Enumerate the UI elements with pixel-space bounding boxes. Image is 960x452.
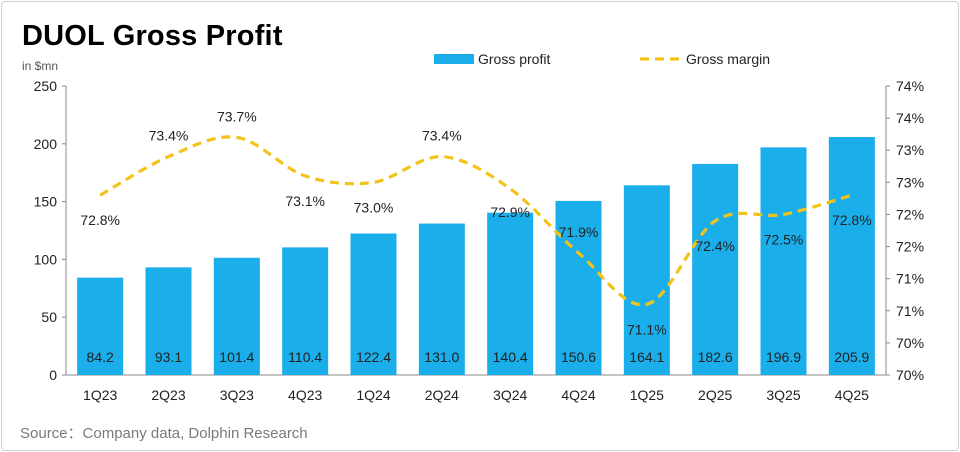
- bar-labels: 84.2 93.1 101.4 110.4 122.4 131.0 140.4 150.6 16…: [87, 349, 870, 365]
- bar-value-label: 140.4: [493, 349, 528, 365]
- x-tick-label: 2Q24: [425, 387, 459, 403]
- legend-label-gross-profit: Gross profit: [478, 51, 550, 67]
- bar-3Q23: [213, 257, 260, 375]
- bar-4Q25: [828, 136, 875, 375]
- right-tick-label: 71%: [896, 303, 924, 319]
- x-tick-label: 2Q23: [151, 387, 185, 403]
- x-tick-label: 1Q25: [630, 387, 664, 403]
- unit-label: in $mn: [22, 59, 59, 73]
- margin-line: [99, 135, 853, 307]
- bar-value-label: 150.6: [561, 349, 596, 365]
- x-axis-labels: 1Q23 2Q23 3Q23 4Q23 1Q24 2Q24 3Q24 4Q24 1Q25 2Q25…: [83, 387, 869, 403]
- bar-value-label: 84.2: [87, 349, 114, 365]
- margin-value-label: 73.0%: [354, 199, 394, 215]
- left-tick-label: 100: [34, 251, 58, 267]
- x-tick-label: 3Q25: [766, 387, 800, 403]
- right-tick-label: 73%: [896, 174, 924, 190]
- bar-4Q23: [282, 247, 329, 375]
- x-tick-label: 4Q23: [288, 387, 322, 403]
- margin-value-label: 72.8%: [832, 212, 872, 228]
- left-tick-label: 0: [49, 367, 57, 383]
- margin-value-label: 72.5%: [764, 231, 804, 247]
- left-tick-label: 200: [34, 136, 58, 152]
- margin-value-label: 73.7%: [217, 108, 257, 124]
- bar-value-label: 93.1: [155, 349, 182, 365]
- margin-value-label: 73.1%: [285, 193, 325, 209]
- legend-label-gross-margin: Gross margin: [686, 51, 770, 67]
- margin-value-label: 71.1%: [627, 321, 667, 337]
- bars: [77, 136, 875, 375]
- bar-2Q23: [145, 267, 192, 375]
- bar-4Q24: [555, 200, 602, 375]
- margin-value-label: 73.4%: [149, 128, 189, 144]
- axes: 0 50 100 150 200 250 70% 70% 71% 71% 72% 72% 73% 73% 7…: [34, 78, 924, 383]
- right-tick-label: 74%: [896, 110, 924, 126]
- x-tick-label: 4Q24: [561, 387, 595, 403]
- bar-value-label: 101.4: [219, 349, 254, 365]
- margin-labels: 72.8% 73.4% 73.7% 73.1% 73.0% 73.4% 72.9% 71.9%…: [80, 108, 871, 337]
- margin-value-label: 71.9%: [559, 224, 599, 240]
- x-tick-label: 3Q23: [220, 387, 254, 403]
- x-tick-label: 1Q23: [83, 387, 117, 403]
- right-tick-label: 73%: [896, 142, 924, 158]
- bar-value-label: 196.9: [766, 349, 801, 365]
- margin-value-label: 72.9%: [490, 204, 530, 220]
- gross-margin-line: [99, 135, 853, 307]
- legend-swatch-gross-profit: [434, 54, 474, 64]
- x-tick-label: 2Q25: [698, 387, 732, 403]
- bar-value-label: 110.4: [288, 349, 322, 365]
- bar-value-label: 122.4: [356, 349, 391, 365]
- x-tick-label: 3Q24: [493, 387, 527, 403]
- x-tick-label: 4Q25: [835, 387, 869, 403]
- right-tick-label: 70%: [896, 335, 924, 351]
- bar-1Q25: [623, 185, 670, 375]
- bar-2Q24: [418, 223, 465, 375]
- x-tick-label: 1Q24: [356, 387, 390, 403]
- bar-value-label: 131.0: [424, 349, 459, 365]
- right-tick-label: 70%: [896, 367, 924, 383]
- bar-value-label: 182.6: [698, 349, 733, 365]
- bar-1Q23: [77, 277, 124, 375]
- right-tick-label: 71%: [896, 271, 924, 287]
- left-tick-label: 250: [34, 78, 58, 94]
- source-note: Source：Company data, Dolphin Research: [20, 425, 308, 442]
- bar-3Q25: [760, 147, 807, 375]
- bar-value-label: 205.9: [834, 349, 869, 365]
- bar-value-label: 164.1: [629, 349, 664, 365]
- bar-1Q24: [350, 233, 397, 375]
- bar-3Q24: [487, 212, 534, 375]
- right-tick-label: 74%: [896, 78, 924, 94]
- margin-value-label: 72.4%: [695, 238, 735, 254]
- right-tick-label: 72%: [896, 206, 924, 222]
- margin-value-label: 72.8%: [80, 212, 120, 228]
- right-tick-label: 72%: [896, 239, 924, 255]
- margin-value-label: 73.4%: [422, 128, 462, 144]
- bar-2Q25: [692, 163, 739, 375]
- left-tick-label: 50: [41, 309, 57, 325]
- legend: Gross profit Gross margin: [434, 51, 770, 67]
- chart-title: DUOL Gross Profit: [22, 20, 283, 52]
- left-tick-label: 150: [34, 194, 58, 210]
